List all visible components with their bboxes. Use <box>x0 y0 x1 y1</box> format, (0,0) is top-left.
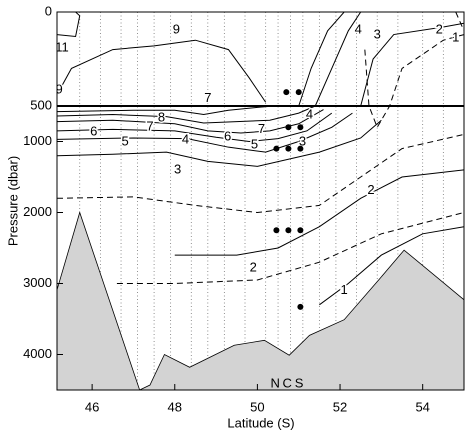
contour-line <box>455 12 464 32</box>
y-tick-label: 3000 <box>23 275 52 290</box>
contour-line <box>360 22 464 107</box>
contour-label: 3 <box>299 133 306 148</box>
sample-dot <box>297 303 304 310</box>
sample-dot <box>283 89 290 96</box>
contour-label: 1 <box>341 282 348 297</box>
contour-label: 3 <box>174 161 181 176</box>
contour-label: 2 <box>436 21 443 36</box>
contour-line <box>57 12 81 37</box>
contour-label: 5 <box>122 133 129 148</box>
x-axis-label: Latitude (S) <box>227 415 294 430</box>
sample-dot <box>285 227 292 234</box>
contour-line <box>57 133 464 214</box>
sample-dot <box>297 227 304 234</box>
contour-line <box>57 105 316 124</box>
contour-line <box>364 34 464 129</box>
contour-label: 6 <box>224 129 231 144</box>
contour-label: 8 <box>158 109 165 124</box>
station-label: S <box>295 375 304 390</box>
station-label: C <box>282 375 291 390</box>
contour-label: 9 <box>55 81 62 96</box>
contour-line <box>319 226 464 306</box>
station-label: N <box>270 375 279 390</box>
contour-label: 7 <box>258 121 265 136</box>
contour-label: 4 <box>355 21 362 36</box>
y-tick-label: 2000 <box>23 204 52 219</box>
contour-label: 3 <box>374 26 381 41</box>
contour-line <box>298 12 345 107</box>
sample-dot <box>273 145 280 152</box>
contour-label: 4 <box>306 107 313 122</box>
contour-line <box>174 169 464 256</box>
y-tick-label: 4000 <box>23 346 52 361</box>
contour-label: 7 <box>204 90 211 105</box>
contour-line <box>314 12 362 107</box>
sample-dot <box>297 124 304 131</box>
x-tick-label: 50 <box>250 399 264 414</box>
contour-line <box>57 109 324 134</box>
y-tick-label: 0 <box>45 3 52 18</box>
x-tick-label: 46 <box>85 399 99 414</box>
contour-line <box>116 212 464 284</box>
y-tick-label: 1000 <box>23 133 52 148</box>
contour-line <box>57 112 353 153</box>
contour-label: 2 <box>367 182 374 197</box>
contour-label: 4 <box>182 132 189 147</box>
contour-line <box>57 39 267 103</box>
contour-label: 6 <box>90 123 97 138</box>
y-tick-label: 500 <box>30 97 52 112</box>
x-tick-label: 54 <box>415 399 429 414</box>
contour-label: 7 <box>146 119 153 134</box>
sample-dot <box>297 145 304 152</box>
sample-dot <box>273 227 280 234</box>
contour-line <box>57 112 333 143</box>
contour-label: 1 <box>452 29 459 44</box>
contour-label: 9 <box>173 21 180 36</box>
contour-line <box>57 105 274 116</box>
contour-label: 5 <box>251 136 258 151</box>
plot-frame <box>56 11 465 391</box>
bathymetry <box>57 211 464 390</box>
contour-line <box>57 119 382 167</box>
x-tick-label: 48 <box>168 399 182 414</box>
x-tick-label: 52 <box>333 399 347 414</box>
contour-label: 11 <box>55 39 69 54</box>
y-axis-label: Pressure (dbar) <box>5 156 20 246</box>
sample-dot <box>285 124 292 131</box>
sample-dot <box>285 145 292 152</box>
contour-label: 2 <box>250 259 257 274</box>
sample-dot <box>295 89 302 96</box>
